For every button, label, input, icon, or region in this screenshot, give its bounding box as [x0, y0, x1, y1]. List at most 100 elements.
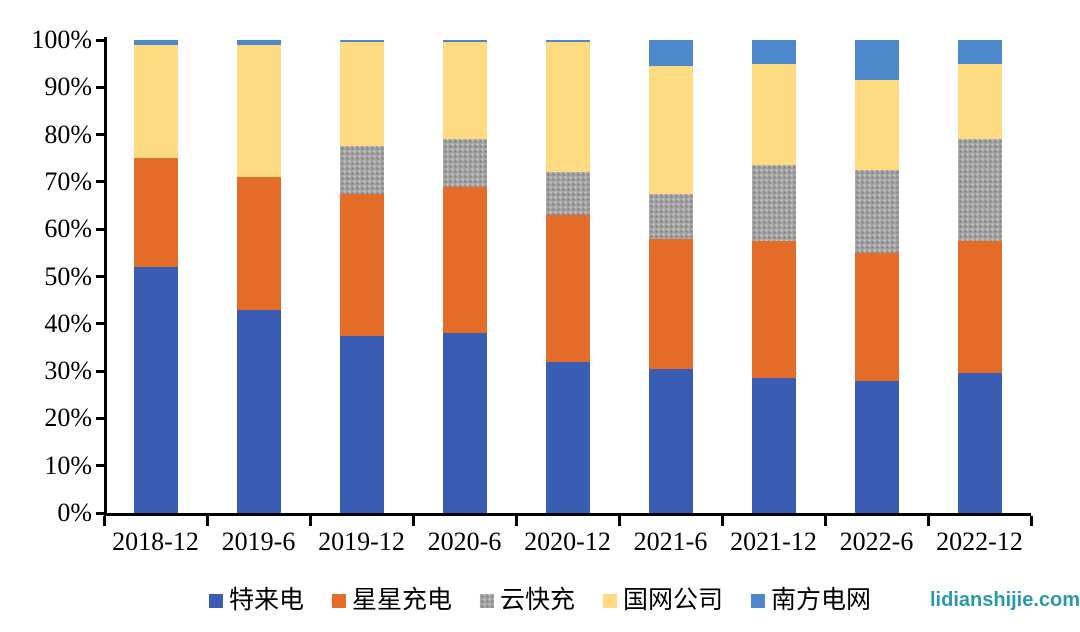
y-axis-tick [96, 322, 105, 326]
bar-segment-云快充 [957, 139, 1002, 242]
bar-segment-特来电 [648, 368, 693, 513]
y-axis-tick [96, 511, 105, 515]
bar-segment-南方电网 [751, 40, 796, 64]
x-axis-category-label: 2022-12 [936, 527, 1023, 556]
bar-segment-云快充 [442, 139, 487, 187]
y-axis-tick [96, 180, 105, 184]
x-axis-tick [720, 516, 724, 526]
x-axis-category-label: 2021-12 [730, 527, 817, 556]
x-axis-category-label: 2022-6 [839, 527, 914, 556]
y-axis-tick-label: 70% [44, 166, 92, 196]
y-axis-line [104, 37, 107, 516]
bar-segment-国网公司 [339, 42, 384, 147]
bar-segment-星星充电 [648, 238, 693, 369]
bar-segment-南方电网 [236, 40, 281, 45]
x-axis-tick [926, 516, 930, 526]
bar-segment-南方电网 [133, 40, 178, 45]
y-axis-tick-label: 50% [44, 261, 92, 291]
x-axis-category-label: 2020-12 [524, 527, 611, 556]
bar-segment-特来电 [957, 373, 1002, 513]
bar-segment-国网公司 [648, 66, 693, 194]
legend-item: 星星充电 [331, 586, 452, 616]
y-axis-tick-label: 90% [44, 72, 92, 102]
x-axis-tick [308, 516, 312, 526]
y-axis-tick-label: 0% [57, 498, 92, 527]
bar-segment-国网公司 [236, 44, 281, 178]
bar-segment-特来电 [442, 333, 487, 513]
legend-label: 云快充 [499, 587, 576, 614]
x-axis-tick [1029, 516, 1033, 526]
legend-label: 国网公司 [623, 587, 724, 614]
bar-segment-星星充电 [442, 186, 487, 334]
bar-segment-云快充 [339, 146, 384, 194]
legend-item: 云快充 [479, 586, 576, 616]
bar-segment-星星充电 [751, 241, 796, 379]
legend-label: 特来电 [228, 587, 304, 614]
legend-swatch-icon [331, 594, 346, 608]
y-axis-tick [96, 38, 105, 42]
bar-segment-星星充电 [854, 252, 899, 381]
legend-item: 南方电网 [751, 586, 871, 616]
bar-segment-南方电网 [442, 40, 487, 43]
y-axis-tick-label: 10% [44, 450, 92, 480]
bar-segment-云快充 [854, 170, 899, 253]
bar-segment-国网公司 [133, 44, 178, 159]
bar-segment-特来电 [339, 335, 384, 513]
bar-segment-国网公司 [957, 63, 1002, 140]
bar-segment-特来电 [236, 309, 281, 513]
y-axis-tick [96, 369, 105, 373]
bar-segment-星星充电 [236, 177, 281, 310]
y-axis-tick-label: 20% [44, 403, 92, 433]
legend-swatch-icon [208, 594, 223, 608]
legend-label: 南方电网 [771, 587, 872, 614]
x-axis-category-label: 2019-12 [318, 527, 405, 556]
bar-segment-星星充电 [133, 158, 178, 268]
y-axis-tick-label: 80% [44, 119, 92, 149]
y-axis-tick [96, 275, 105, 278]
bar-segment-星星充电 [339, 193, 384, 336]
bar-segment-云快充 [545, 172, 590, 215]
bar-segment-南方电网 [957, 40, 1002, 64]
y-axis-tick-label: 60% [44, 214, 92, 244]
bar-segment-南方电网 [545, 40, 590, 43]
y-axis-tick-label: 100% [31, 25, 92, 54]
x-axis-tick [514, 516, 518, 526]
bar-segment-云快充 [751, 165, 796, 242]
x-axis-category-label: 2019-6 [221, 527, 296, 556]
x-axis-tick [411, 516, 415, 526]
y-axis-tick [96, 133, 105, 137]
bar-segment-云快充 [648, 193, 693, 239]
legend-swatch-icon [751, 594, 766, 608]
y-axis-tick-label: 40% [44, 308, 92, 338]
bar-segment-特来电 [545, 361, 590, 513]
y-axis-tick [96, 85, 105, 89]
bar-segment-特来电 [751, 378, 796, 513]
legend-item: 特来电 [208, 586, 304, 616]
legend-item: 国网公司 [603, 586, 723, 616]
bar-segment-国网公司 [854, 80, 899, 171]
x-axis-category-label: 2018-12 [112, 527, 199, 556]
bar-segment-国网公司 [751, 63, 796, 166]
bar-segment-南方电网 [854, 40, 899, 81]
bar-segment-特来电 [133, 267, 178, 513]
x-axis-tick [823, 516, 827, 526]
x-axis-category-label: 2020-6 [427, 527, 502, 556]
bar-segment-星星充电 [545, 215, 590, 362]
bar-segment-国网公司 [545, 42, 590, 173]
bar-segment-南方电网 [339, 40, 384, 43]
bar-segment-星星充电 [957, 241, 1002, 374]
watermark: lidianshijie.com [930, 589, 1080, 611]
legend-label: 星星充电 [351, 587, 452, 614]
y-axis-tick-label: 30% [44, 356, 92, 386]
y-axis-tick [96, 464, 105, 468]
bar-segment-特来电 [854, 380, 899, 513]
x-axis-tick [205, 516, 209, 526]
y-axis-tick [96, 416, 105, 420]
x-axis-category-label: 2021-6 [633, 527, 708, 556]
x-axis-tick [102, 516, 106, 526]
x-axis-line [104, 513, 1031, 516]
legend-swatch-icon [603, 594, 618, 608]
y-axis-tick [96, 227, 105, 231]
legend: 特来电 星星充电 云快充 国网公司 南方电网 [208, 586, 871, 616]
